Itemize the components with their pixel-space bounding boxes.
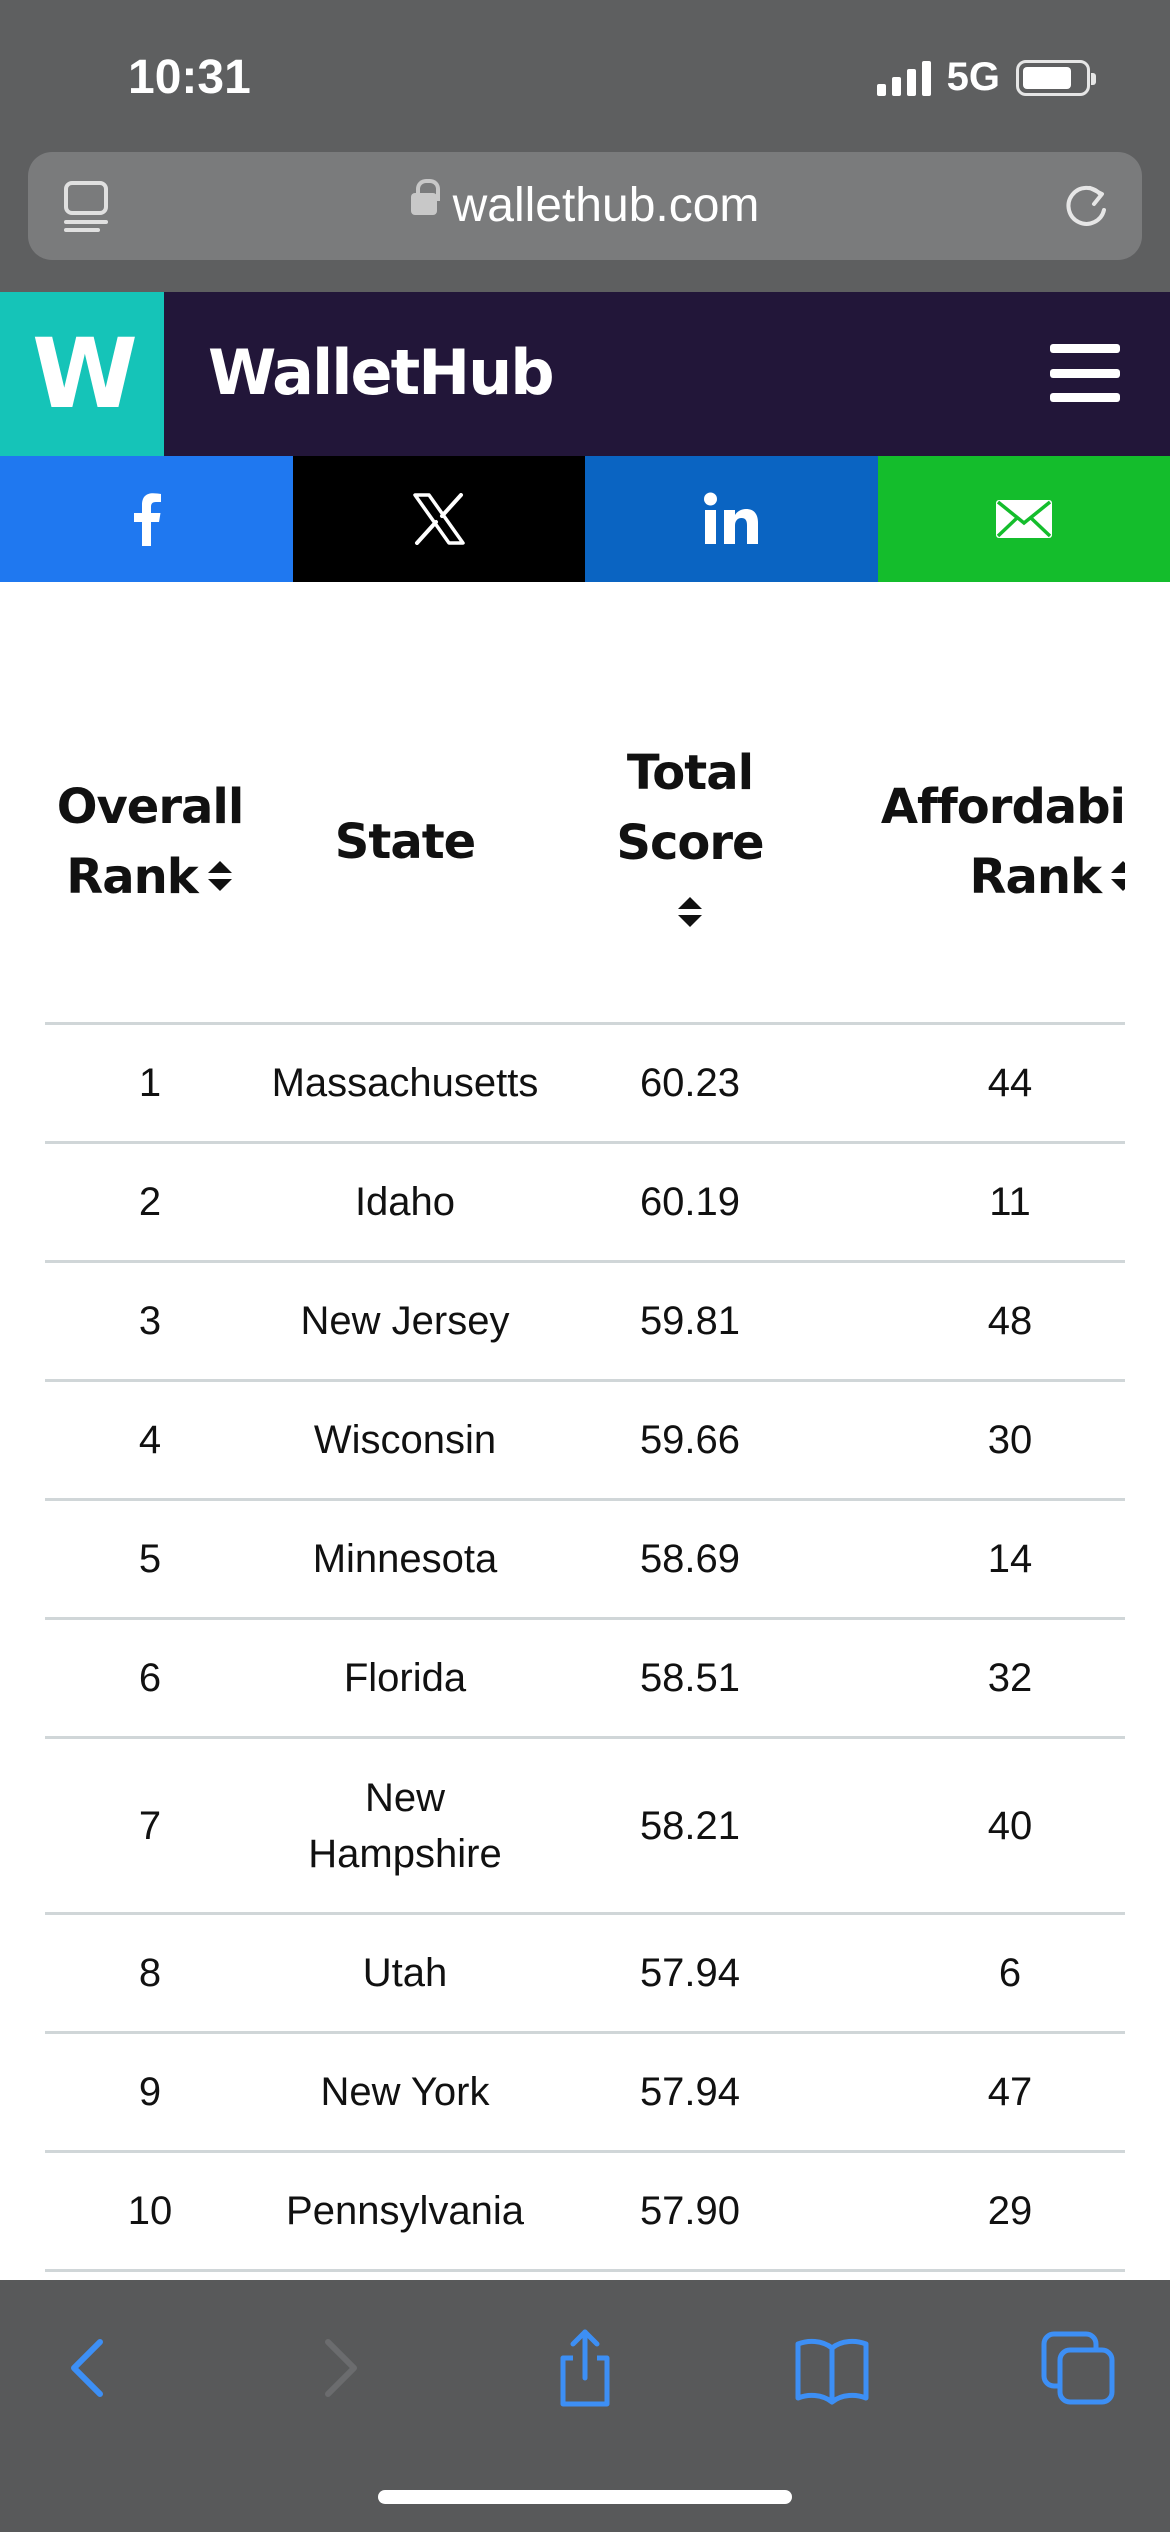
cell-affordability: 32 — [987, 1656, 1033, 1700]
cell-affordability: 11 — [989, 1180, 1031, 1224]
ranking-table: Overall Rank State Total Score Affordabi… — [45, 700, 1125, 2272]
share-bar — [0, 456, 1170, 582]
table-header: Overall Rank State Total Score Affordabi… — [45, 700, 1125, 1025]
table-row: 3 New Jersey 59.81 48 — [45, 1263, 1125, 1382]
column-header-overall-rank[interactable]: Overall Rank — [45, 772, 255, 912]
share-email-button[interactable] — [877, 456, 1170, 582]
home-indicator[interactable] — [378, 2490, 792, 2504]
logo-letter: W — [32, 318, 138, 430]
cell-state: Utah — [362, 1951, 448, 1995]
cell-rank: 8 — [138, 1951, 162, 1995]
cell-affordability: 40 — [987, 1803, 1033, 1848]
cell-affordability: 14 — [987, 1537, 1033, 1581]
cell-score: 58.69 — [639, 1537, 741, 1581]
header-line: Total — [626, 745, 754, 801]
cell-state: Minnesota — [312, 1537, 498, 1581]
cell-state: New Hampshire — [308, 1775, 502, 1876]
table-row: 5 Minnesota 58.69 14 — [45, 1501, 1125, 1620]
cell-state: New York — [320, 2070, 490, 2114]
table-row: 4 Wisconsin 59.66 30 — [45, 1382, 1125, 1501]
cell-state: New Jersey — [300, 1299, 510, 1343]
cell-state: Pennsylvania — [286, 2189, 524, 2233]
cell-score: 59.81 — [639, 1299, 741, 1343]
battery-icon — [1016, 59, 1096, 96]
cellular-signal-icon — [876, 60, 931, 96]
status-time: 10:31 — [128, 51, 251, 104]
cell-affordability: 44 — [987, 1061, 1033, 1105]
cell-rank: 3 — [138, 1299, 162, 1343]
header-line: Affordabi — [880, 779, 1125, 835]
share-icon[interactable] — [545, 2328, 625, 2408]
cell-score: 58.21 — [639, 1803, 741, 1848]
cell-score: 57.90 — [639, 2189, 741, 2233]
reload-icon[interactable] — [1060, 180, 1112, 232]
cell-rank: 6 — [138, 1656, 162, 1700]
header-line: Rank — [969, 849, 1102, 905]
lock-icon — [410, 179, 440, 216]
cell-rank: 9 — [138, 2070, 162, 2114]
share-facebook-button[interactable] — [0, 456, 293, 582]
cell-score: 60.19 — [639, 1180, 741, 1224]
cell-affordability: 30 — [987, 1418, 1033, 1462]
wallethub-logo[interactable]: W — [0, 292, 164, 456]
cell-rank: 7 — [138, 1803, 162, 1848]
column-header-total-score[interactable]: Total Score — [605, 738, 775, 948]
bookmarks-icon[interactable] — [792, 2328, 872, 2408]
column-header-affordability-rank[interactable]: Affordabi Rank — [855, 772, 1125, 912]
network-label: 5G — [946, 55, 1000, 99]
table-row: 8 Utah 57.94 6 — [45, 1915, 1125, 2034]
table-row: 2 Idaho 60.19 11 — [45, 1144, 1125, 1263]
url-text: wallethub.com — [452, 179, 760, 232]
mail-icon — [995, 500, 1052, 538]
url-display[interactable]: wallethub.com — [28, 178, 1142, 233]
cell-score: 58.51 — [639, 1656, 741, 1700]
cell-score: 60.23 — [639, 1061, 741, 1105]
table-row: 6 Florida 58.51 32 — [45, 1620, 1125, 1739]
table-row: 1 Massachusetts 60.23 44 — [45, 1025, 1125, 1144]
sort-icon[interactable] — [1109, 859, 1125, 893]
address-bar[interactable]: wallethub.com — [28, 152, 1142, 260]
share-linkedin-button[interactable] — [585, 456, 878, 582]
browser-chrome: 10:31 5G wallethub.com — [0, 0, 1170, 292]
tabs-icon[interactable] — [1038, 2328, 1118, 2408]
cell-affordability: 6 — [998, 1951, 1022, 1995]
cell-state: Wisconsin — [313, 1418, 497, 1462]
header-line: Rank — [66, 849, 198, 905]
share-x-button[interactable] — [292, 456, 585, 582]
cell-state: Florida — [343, 1656, 467, 1700]
cell-rank: 5 — [138, 1537, 162, 1581]
cell-state: Idaho — [354, 1180, 456, 1224]
sort-icon[interactable] — [676, 895, 704, 929]
table-row: 10 Pennsylvania 57.90 29 — [45, 2153, 1125, 2272]
cell-score: 57.94 — [639, 2070, 741, 2114]
header-line: Overall — [56, 779, 245, 835]
sort-icon[interactable] — [206, 859, 234, 893]
x-icon — [413, 493, 465, 545]
cell-affordability: 29 — [987, 2189, 1033, 2233]
cell-score: 59.66 — [639, 1418, 741, 1462]
cell-rank: 10 — [127, 2189, 173, 2233]
cell-affordability: 48 — [987, 1299, 1033, 1343]
cell-state: Massachusetts — [271, 1061, 539, 1105]
hamburger-menu-icon[interactable] — [1050, 344, 1120, 402]
header-line: Score — [616, 815, 764, 871]
cell-score: 57.94 — [639, 1951, 741, 1995]
cell-rank: 2 — [138, 1180, 162, 1224]
table-row: 7 New Hampshire 58.21 40 — [45, 1739, 1125, 1915]
reader-tab-icon[interactable] — [62, 180, 112, 232]
forward-icon[interactable] — [300, 2328, 380, 2408]
cell-rank: 4 — [138, 1418, 162, 1462]
site-header: W WalletHub — [0, 292, 1170, 456]
linkedin-icon — [704, 492, 759, 544]
status-indicators: 5G — [876, 55, 1096, 100]
back-icon[interactable] — [48, 2328, 128, 2408]
facebook-icon — [134, 493, 162, 546]
column-header-state[interactable]: State — [334, 814, 476, 870]
brand-name[interactable]: WalletHub — [208, 336, 555, 409]
cell-rank: 1 — [138, 1061, 162, 1105]
table-row: 9 New York 57.94 47 — [45, 2034, 1125, 2153]
cell-affordability: 47 — [987, 2070, 1033, 2114]
